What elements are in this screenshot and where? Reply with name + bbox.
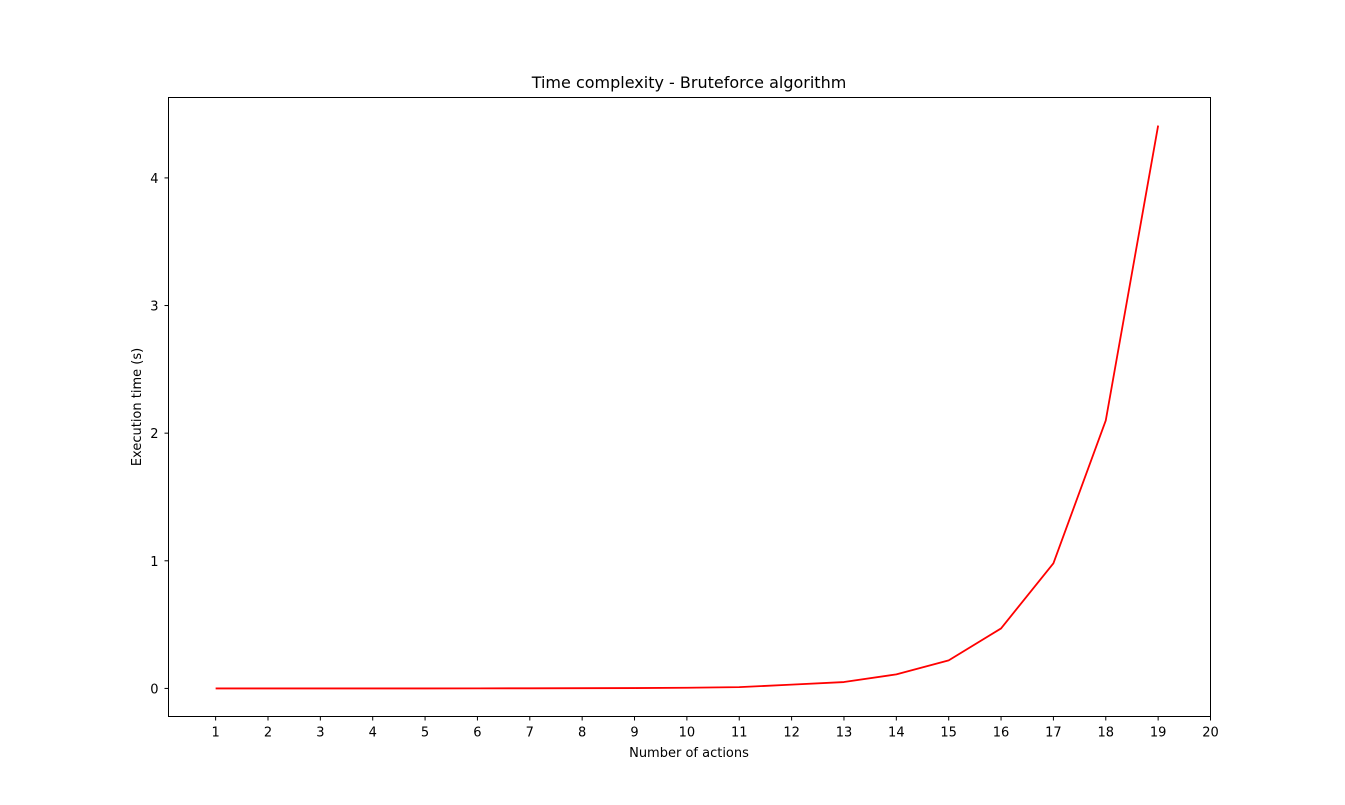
y-tick-label: 1 [150, 555, 158, 570]
y-axis-label: Execution time (s) [130, 348, 145, 466]
plot-area [215, 125, 1160, 690]
y-tick-label: 0 [150, 682, 158, 697]
plot-frame [168, 97, 1211, 717]
x-tick-label: 13 [836, 726, 853, 741]
x-axis-label: Number of actions [629, 746, 749, 761]
chart-title: Time complexity - Bruteforce algorithm [531, 73, 847, 92]
y-tick-label: 3 [150, 300, 158, 315]
x-tick-label: 16 [993, 726, 1010, 741]
x-tick-label: 9 [630, 726, 638, 741]
x-tick-label: 10 [679, 726, 696, 741]
y-tick-label: 4 [150, 172, 158, 187]
x-tick-label: 18 [1098, 726, 1115, 741]
x-tick-label: 8 [578, 726, 586, 741]
x-tick-label: 3 [316, 726, 324, 741]
x-axis: 1 2 3 4 5 6 7 8 9 10 11 12 13 14 15 16 17 18 19 20 [211, 716, 1219, 741]
x-tick-label: 20 [1202, 726, 1219, 741]
x-tick-label: 11 [731, 726, 748, 741]
x-tick-label: 1 [211, 726, 219, 741]
x-tick-label: 2 [264, 726, 272, 741]
x-tick-label: 4 [369, 726, 377, 741]
y-axis: 0 1 2 3 4 [150, 172, 169, 697]
x-tick-label: 5 [421, 726, 429, 741]
x-tick-label: 7 [526, 726, 534, 741]
x-tick-label: 6 [473, 726, 481, 741]
x-tick-label: 14 [888, 726, 905, 741]
x-tick-label: 19 [1150, 726, 1167, 741]
x-tick-label: 15 [940, 726, 957, 741]
x-tick-label: 17 [1045, 726, 1062, 741]
series-line [215, 125, 1160, 690]
x-tick-label: 12 [783, 726, 800, 741]
y-tick-label: 2 [150, 427, 158, 442]
